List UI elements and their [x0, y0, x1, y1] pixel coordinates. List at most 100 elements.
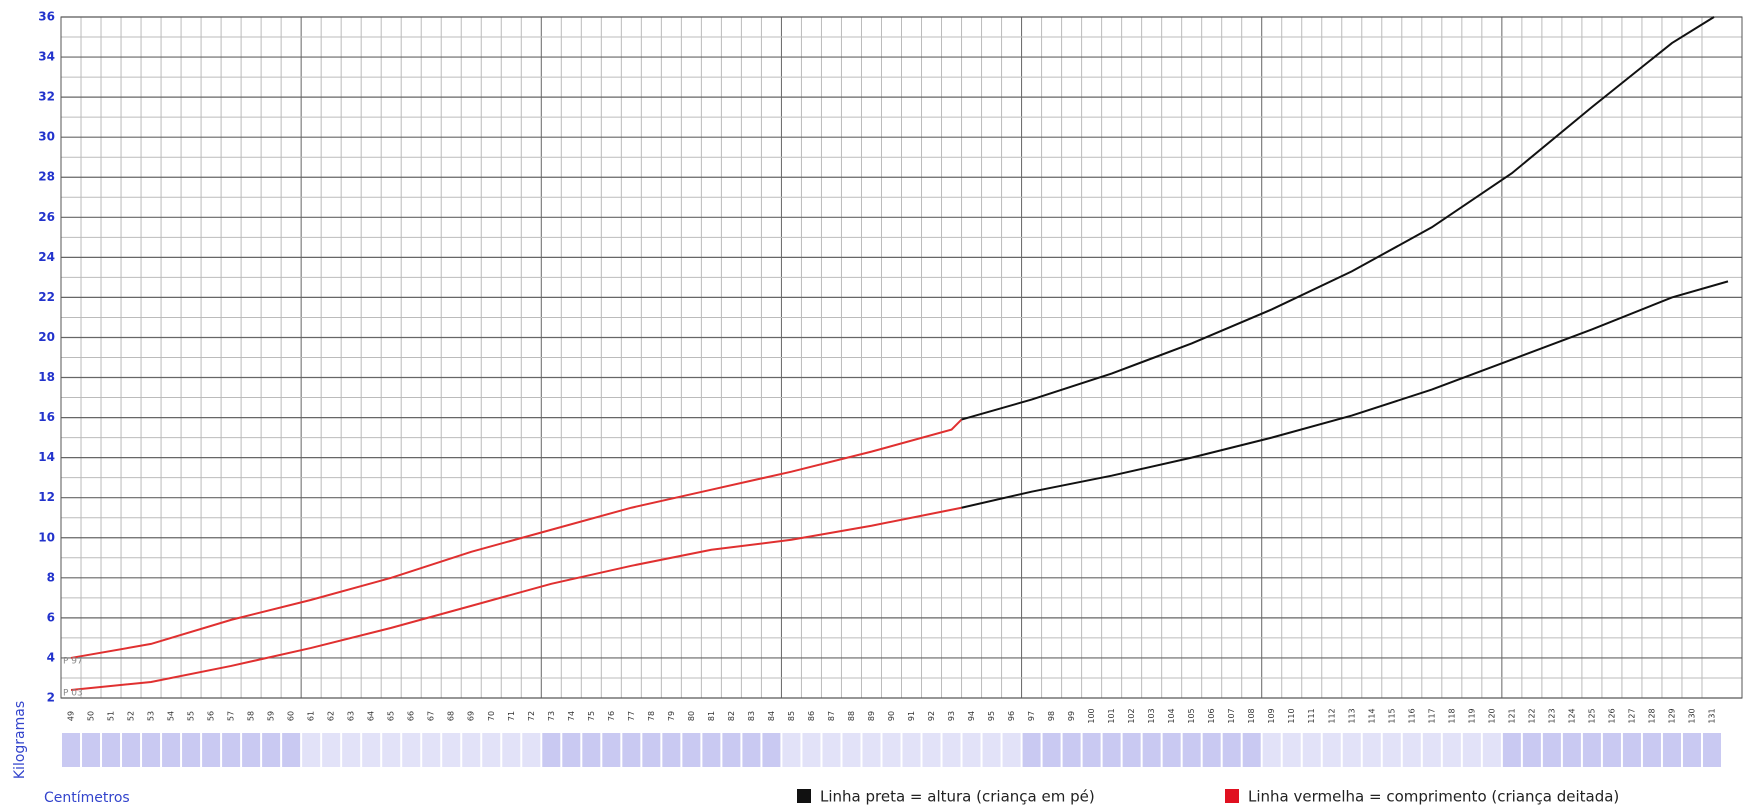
x-cell — [742, 733, 761, 767]
x-cell — [1222, 733, 1241, 767]
x-cell — [1542, 733, 1561, 767]
x-tick-label: 82 — [727, 711, 736, 721]
x-tick-label: 65 — [387, 711, 396, 721]
x-tick-label: 81 — [707, 711, 716, 721]
x-tick-label: 88 — [847, 711, 856, 721]
curve — [70, 418, 963, 659]
x-tick-label: 79 — [667, 711, 676, 721]
x-tick-label: 61 — [307, 711, 316, 721]
x-cell — [1182, 733, 1201, 767]
x-tick-label: 85 — [787, 711, 796, 721]
x-cell — [462, 733, 481, 767]
x-tick-label: 71 — [507, 711, 516, 721]
x-cell — [1202, 733, 1221, 767]
x-tick-label: 59 — [267, 711, 276, 721]
x-cell — [702, 733, 721, 767]
y-tick-label: 10 — [38, 530, 55, 544]
x-cell — [1102, 733, 1121, 767]
x-cell — [362, 733, 381, 767]
x-tick-label: 80 — [687, 711, 696, 721]
x-cell — [1322, 733, 1341, 767]
x-cell — [1442, 733, 1461, 767]
x-cell — [1702, 733, 1721, 767]
x-tick-label: 68 — [447, 711, 456, 721]
x-tick-label: 117 — [1427, 708, 1436, 723]
x-cell — [982, 733, 1001, 767]
x-cell — [762, 733, 781, 767]
legend-swatch — [1225, 789, 1239, 803]
x-tick-label: 77 — [627, 711, 636, 721]
x-cell — [1162, 733, 1181, 767]
y-tick-label: 28 — [38, 170, 55, 184]
x-cell — [662, 733, 681, 767]
x-tick-label: 58 — [247, 711, 256, 721]
x-cell — [1282, 733, 1301, 767]
x-tick-label: 64 — [367, 711, 376, 721]
y-axis-label: Kilogramas — [12, 701, 28, 779]
x-cell — [1042, 733, 1061, 767]
x-cell — [482, 733, 501, 767]
x-tick-label: 112 — [1327, 708, 1336, 723]
x-cell — [622, 733, 641, 767]
x-tick-label: 105 — [1187, 708, 1196, 723]
x-tick-label: 91 — [907, 711, 916, 721]
x-tick-label: 126 — [1607, 708, 1616, 723]
x-tick-label: 123 — [1547, 708, 1556, 723]
x-cell — [82, 733, 101, 767]
x-cell — [1402, 733, 1421, 767]
x-cell — [122, 733, 141, 767]
x-tick-label: 95 — [987, 711, 996, 721]
x-tick-label: 102 — [1127, 708, 1136, 723]
y-tick-label: 16 — [38, 410, 55, 424]
x-tick-label: 109 — [1267, 708, 1276, 723]
x-cell — [1022, 733, 1041, 767]
curve — [70, 506, 962, 691]
x-tick-label: 96 — [1007, 711, 1016, 721]
curve — [961, 280, 1729, 509]
x-tick-label: 97 — [1027, 711, 1036, 721]
x-cell — [1562, 733, 1581, 767]
x-tick-label: 83 — [747, 711, 756, 721]
x-tick-label: 75 — [587, 711, 596, 721]
x-tick-label: 121 — [1507, 708, 1516, 723]
x-tick-label: 99 — [1067, 711, 1076, 721]
x-tick-label: 130 — [1687, 708, 1696, 723]
x-cell — [562, 733, 581, 767]
x-tick-label: 101 — [1107, 708, 1116, 723]
x-tick-label: 115 — [1387, 708, 1396, 723]
x-cell — [322, 733, 341, 767]
x-cell — [1482, 733, 1501, 767]
x-tick-label: 122 — [1527, 708, 1536, 723]
y-tick-label: 6 — [47, 610, 55, 624]
x-cell — [1342, 733, 1361, 767]
x-tick-label: 78 — [647, 711, 656, 721]
x-cell — [1262, 733, 1281, 767]
x-tick-label: 90 — [887, 711, 896, 721]
x-cell — [1602, 733, 1621, 767]
x-cell — [162, 733, 181, 767]
x-cell — [1142, 733, 1161, 767]
x-tick-label: 129 — [1667, 708, 1676, 723]
y-tick-label: 30 — [38, 130, 55, 144]
x-tick-label: 107 — [1227, 708, 1236, 723]
x-cell — [1382, 733, 1401, 767]
legend-label: Linha preta = altura (criança em pé) — [820, 788, 1095, 806]
x-cell — [1002, 733, 1021, 767]
curve — [961, 16, 1715, 421]
x-cell — [1502, 733, 1521, 767]
x-cell — [782, 733, 801, 767]
x-cell — [1062, 733, 1081, 767]
x-tick-label: 89 — [867, 711, 876, 721]
x-tick-label: 124 — [1567, 708, 1576, 723]
x-cell — [1242, 733, 1261, 767]
x-tick-label: 131 — [1707, 708, 1716, 723]
x-cell — [1682, 733, 1701, 767]
x-tick-label: 100 — [1087, 708, 1096, 723]
x-tick-label: 69 — [467, 711, 476, 721]
x-cell — [902, 733, 921, 767]
x-cell — [882, 733, 901, 767]
x-cell — [402, 733, 421, 767]
x-cell — [642, 733, 661, 767]
x-cell — [302, 733, 321, 767]
x-tick-label: 62 — [327, 711, 336, 721]
